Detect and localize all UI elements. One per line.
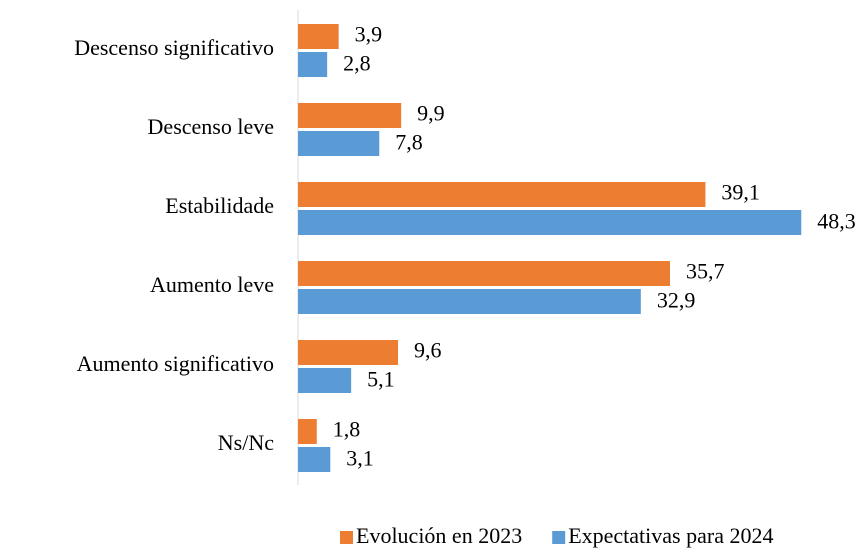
data-label: 39,1 <box>721 180 760 205</box>
bar <box>298 131 380 156</box>
data-label: 5,1 <box>367 367 395 392</box>
data-label: 7,8 <box>395 130 423 155</box>
bar <box>298 447 331 472</box>
data-label: 3,1 <box>346 446 374 471</box>
bar <box>298 210 802 235</box>
legend-swatch <box>552 531 566 544</box>
y-tick-label: Aumento significativo <box>77 351 274 376</box>
data-label: 1,8 <box>333 417 361 442</box>
bar <box>298 368 352 393</box>
legend-label: Evolución en 2023 <box>356 523 522 548</box>
y-tick-label: Descenso leve <box>148 114 274 139</box>
data-label: 2,8 <box>343 51 371 76</box>
bar <box>298 24 339 49</box>
bar <box>298 419 317 444</box>
legend-label: Expectativas para 2024 <box>568 523 773 548</box>
bar <box>298 52 328 77</box>
data-label: 32,9 <box>657 288 696 313</box>
bar <box>298 103 402 128</box>
data-label: 48,3 <box>817 209 856 234</box>
bar <box>298 289 641 314</box>
data-label: 35,7 <box>686 259 725 284</box>
data-label: 9,6 <box>414 338 442 363</box>
y-tick-label: Descenso significativo <box>74 35 274 60</box>
y-tick-label: Estabilidade <box>165 193 274 218</box>
y-tick-label: Aumento leve <box>150 272 274 297</box>
bar <box>298 182 706 207</box>
legend-swatch <box>340 531 353 544</box>
bar <box>298 340 399 365</box>
y-tick-label: Ns/Nc <box>218 430 274 455</box>
bar <box>298 261 670 286</box>
data-label: 3,9 <box>355 22 383 47</box>
data-label: 9,9 <box>417 101 445 126</box>
